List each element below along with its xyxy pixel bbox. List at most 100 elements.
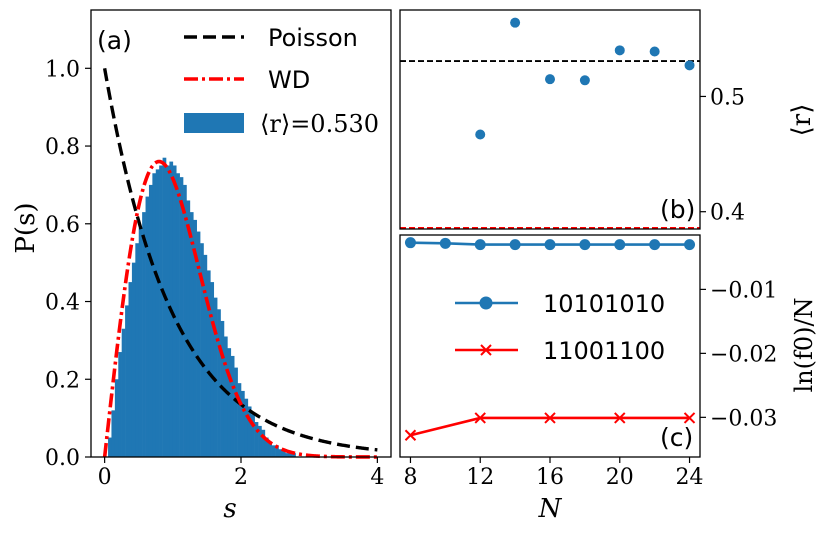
series-point bbox=[404, 429, 417, 441]
histogram-bar bbox=[172, 165, 177, 457]
histogram-bar bbox=[145, 196, 150, 457]
histogram-bar bbox=[285, 453, 290, 457]
histogram-bar bbox=[189, 212, 194, 457]
histogram-bar bbox=[152, 173, 157, 457]
mean-r-point bbox=[475, 129, 486, 140]
mean-r-point bbox=[579, 75, 590, 86]
legend-11001100-label: 11001100 bbox=[543, 337, 665, 365]
y-tick-label: 0.6 bbox=[45, 213, 80, 238]
histogram-bar bbox=[131, 262, 136, 457]
series-point bbox=[579, 239, 591, 251]
legend-wd-label: WD bbox=[268, 66, 310, 94]
y-tick-label: −0.03 bbox=[710, 406, 777, 431]
panel-c-xlabel: N bbox=[538, 494, 563, 524]
histogram-bar bbox=[111, 410, 116, 457]
histogram-bar bbox=[193, 219, 197, 457]
histogram-bar bbox=[275, 445, 279, 457]
panel-a-label: (a) bbox=[97, 26, 132, 55]
x-tick-label: 24 bbox=[676, 465, 704, 490]
histogram-bar bbox=[278, 449, 283, 457]
x-tick-label: 20 bbox=[606, 465, 634, 490]
histogram-bar bbox=[247, 406, 252, 457]
histogram-bar bbox=[227, 348, 232, 457]
series-point bbox=[684, 239, 696, 251]
histogram-bar bbox=[230, 355, 235, 457]
histogram-bar bbox=[159, 165, 163, 457]
panel-c-legend: 10101010 11001100 bbox=[455, 290, 665, 365]
histogram-bars bbox=[108, 157, 296, 458]
series-point bbox=[683, 412, 696, 424]
histogram-bar bbox=[203, 254, 208, 457]
legend-10101010-label: 10101010 bbox=[543, 290, 665, 318]
mean-r-points bbox=[475, 17, 695, 140]
panel-c-series bbox=[404, 237, 696, 441]
series-point bbox=[614, 412, 626, 424]
histogram-bar bbox=[200, 243, 204, 457]
y-tick-label: 1.0 bbox=[45, 57, 80, 82]
histogram-bar bbox=[206, 270, 211, 457]
histogram-bar bbox=[128, 282, 133, 457]
legend-10101010-marker bbox=[479, 296, 493, 310]
panel-a-ticks: 0 2 4 0.0 0.2 0.4 0.6 0.8 1.0 bbox=[45, 57, 384, 490]
x-tick-label: 4 bbox=[370, 465, 384, 490]
histogram-bar bbox=[251, 414, 255, 457]
panel-a-xlabel: s bbox=[223, 494, 236, 524]
mean-r-point bbox=[545, 74, 555, 85]
histogram-bar bbox=[258, 425, 262, 457]
panel-b-ylabel: ⟨r⟩ bbox=[787, 104, 817, 137]
histogram-bar bbox=[138, 227, 143, 457]
histogram-bar bbox=[162, 157, 167, 457]
series-line-11001100 bbox=[410, 416, 690, 437]
histogram-bar bbox=[121, 328, 126, 457]
histogram-bar bbox=[183, 184, 187, 458]
histogram-bar bbox=[196, 231, 201, 457]
histogram-bar bbox=[271, 445, 276, 457]
y-tick-label: 0.5 bbox=[710, 85, 745, 110]
y-tick-label: 0.4 bbox=[45, 291, 80, 316]
x-tick-label: 2 bbox=[234, 465, 248, 490]
x-tick-label: 0 bbox=[98, 465, 112, 490]
histogram-bar bbox=[261, 429, 266, 457]
histogram-bar bbox=[234, 367, 238, 457]
series-point bbox=[544, 412, 556, 424]
mean-r-point bbox=[510, 17, 521, 28]
histogram-bar bbox=[288, 453, 293, 457]
histogram-bar bbox=[155, 169, 160, 457]
mean-r-point bbox=[649, 46, 660, 57]
x-tick-label: 16 bbox=[536, 465, 564, 490]
y-tick-label: 0.4 bbox=[710, 201, 745, 226]
histogram-bar bbox=[281, 449, 286, 457]
histogram-bar bbox=[186, 200, 191, 457]
histogram-bar bbox=[135, 243, 140, 457]
panel-b-frame bbox=[399, 9, 701, 230]
histogram-bar bbox=[244, 398, 249, 457]
x-tick-label: 8 bbox=[403, 465, 417, 490]
legend-hist-swatch bbox=[184, 113, 244, 133]
histogram-bar bbox=[176, 173, 180, 457]
series-point bbox=[404, 237, 416, 249]
legend-hist-label: ⟨r⟩=0.530 bbox=[260, 110, 379, 138]
histogram-bar bbox=[241, 390, 245, 457]
panel-c: 8 12 16 20 24 −0.01 −0.02 −0.03 (c) 10101010 11… bbox=[399, 234, 818, 524]
legend-poisson-label: Poisson bbox=[268, 24, 358, 52]
series-point bbox=[474, 239, 486, 251]
panel-c-label: (c) bbox=[660, 423, 693, 452]
histogram-bar bbox=[118, 352, 122, 457]
mean-r-point bbox=[684, 60, 695, 71]
series-point bbox=[614, 239, 626, 251]
mean-r-point bbox=[614, 45, 625, 56]
histogram-bar bbox=[217, 309, 221, 457]
panel-c-ticks: 8 12 16 20 24 −0.01 −0.02 −0.03 bbox=[403, 278, 777, 490]
histogram-bar bbox=[210, 282, 215, 457]
series-point bbox=[474, 412, 486, 424]
series-point bbox=[439, 237, 451, 249]
histogram-bar bbox=[254, 422, 259, 457]
y-tick-label: 0.2 bbox=[45, 368, 80, 393]
series-point bbox=[509, 239, 521, 251]
panel-a: 0 2 4 0.0 0.2 0.4 0.6 0.8 1.0 (a) Poisson WD ⟨r⟩… bbox=[11, 9, 392, 524]
histogram-bar bbox=[166, 165, 170, 457]
histogram-bar bbox=[213, 297, 218, 457]
y-tick-label: −0.01 bbox=[710, 278, 777, 303]
panel-c-ylabel: ln(f0)/N bbox=[790, 297, 818, 392]
